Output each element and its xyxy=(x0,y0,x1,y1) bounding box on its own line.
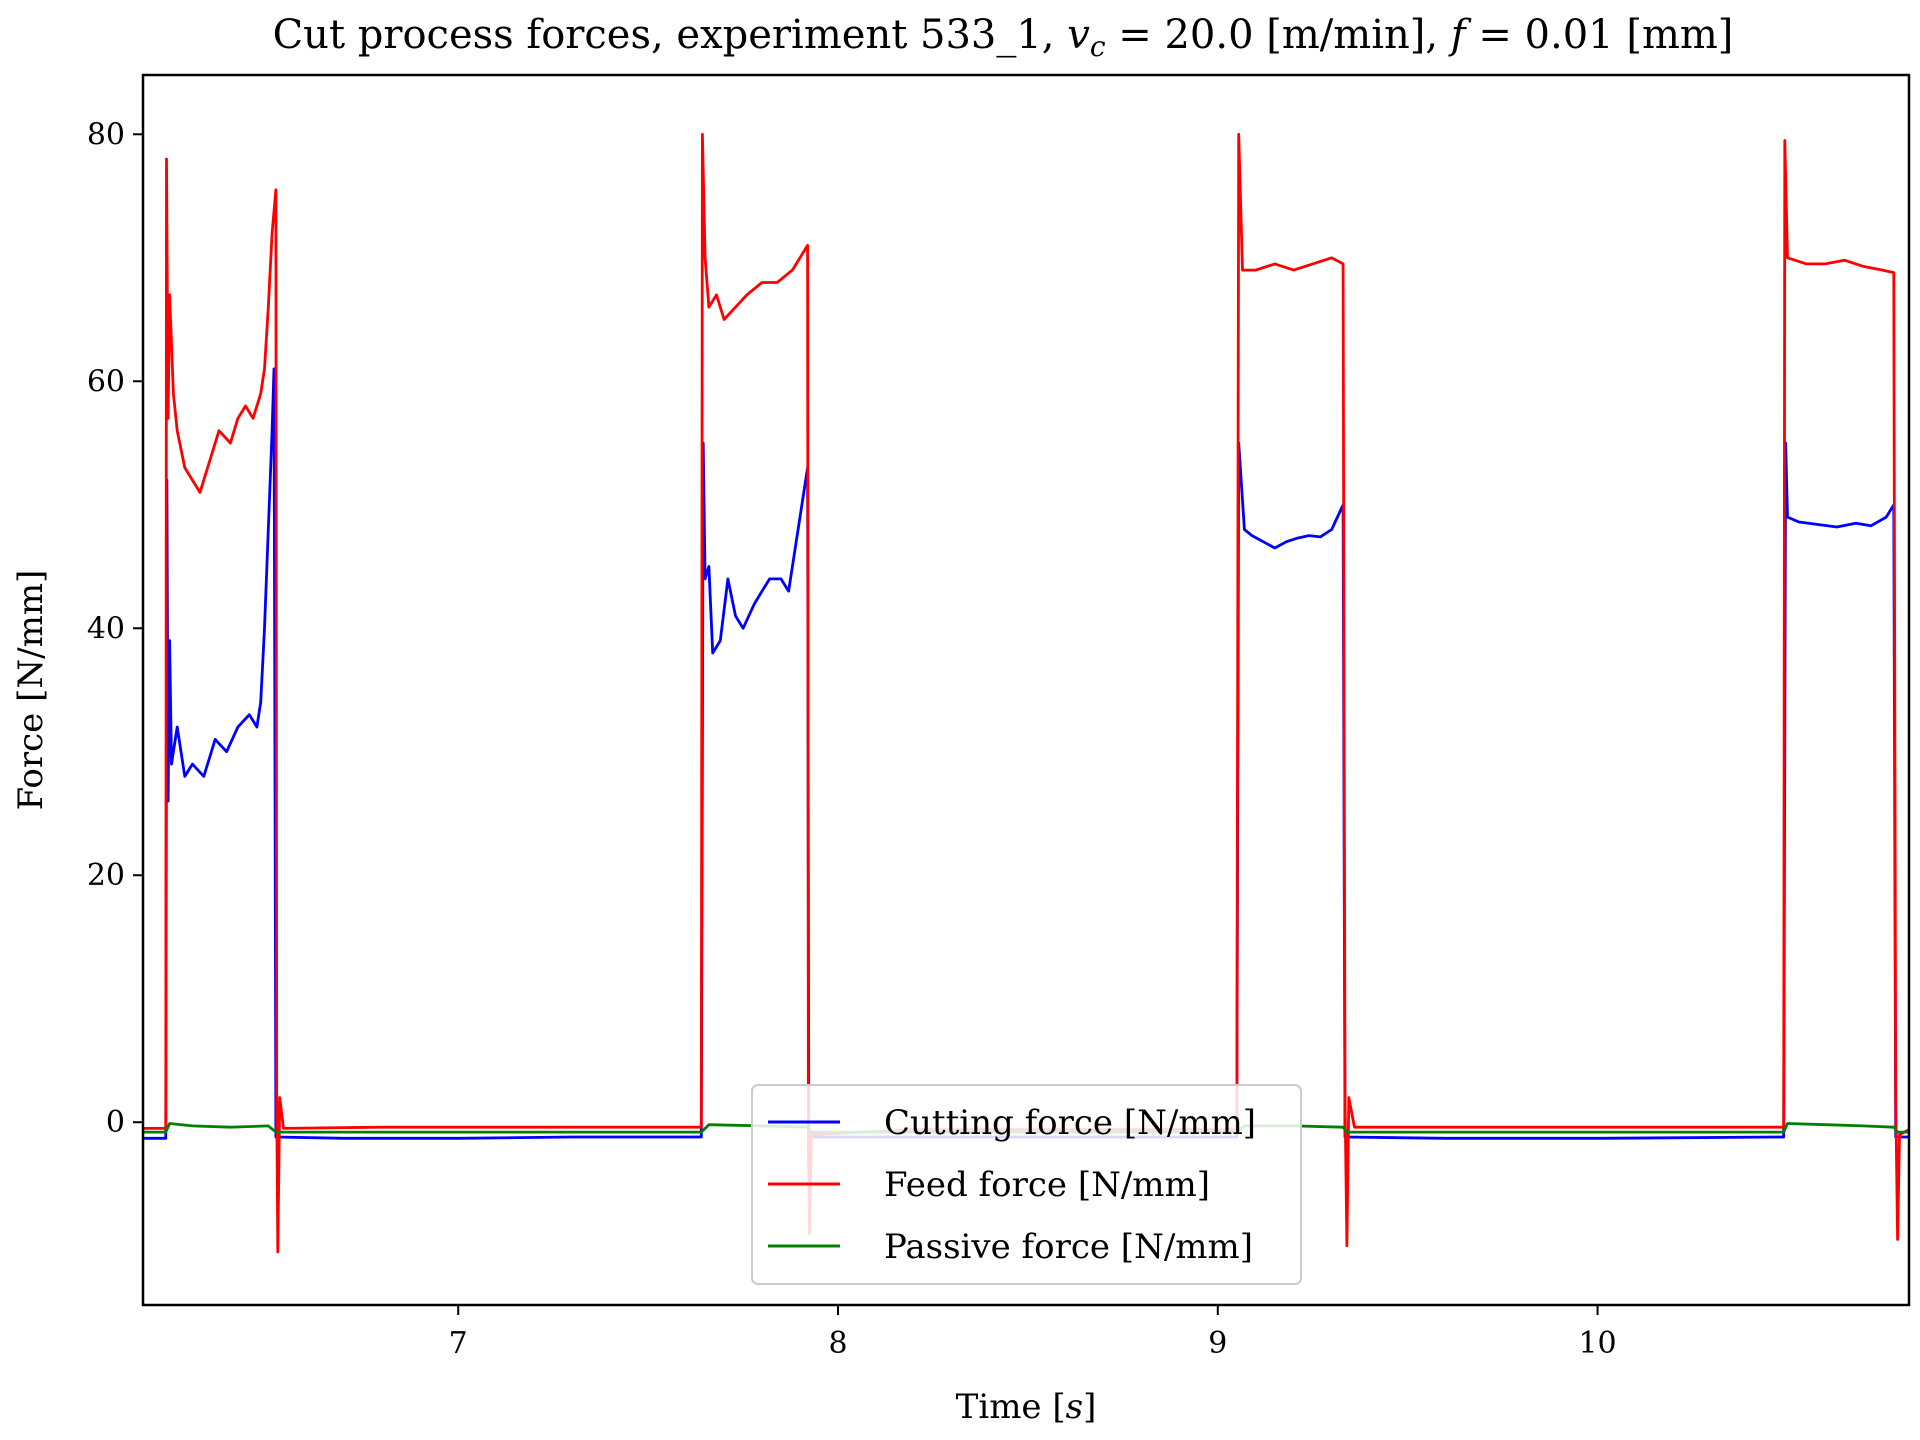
chart-title-vc-value: = 20.0 [m/min], xyxy=(1106,12,1451,58)
y-tick-label: 80 xyxy=(87,117,125,152)
x-tick-label: 8 xyxy=(828,1326,847,1361)
y-tick-label: 60 xyxy=(87,364,125,399)
y-axis-label: Force [N/mm] xyxy=(11,570,51,811)
legend-box xyxy=(751,1084,1302,1285)
x-axis-label-suffix: ] xyxy=(1083,1387,1096,1427)
y-tick-label: 0 xyxy=(106,1105,125,1140)
x-axis-label-unit: s xyxy=(1066,1387,1083,1427)
chart-title-vc-symbol: v xyxy=(1067,12,1090,58)
legend-label-0: Cutting force [N/mm] xyxy=(884,1103,1256,1143)
legend-label-1: Feed force [N/mm] xyxy=(884,1165,1210,1205)
x-tick-label: 7 xyxy=(449,1326,468,1361)
series-line-0 xyxy=(143,367,1909,1140)
x-tick-label: 10 xyxy=(1578,1326,1616,1361)
chart-title-prefix: Cut process forces, experiment 533_1, xyxy=(273,12,1068,58)
y-tick-label: 40 xyxy=(87,611,125,646)
chart-title-f-value: = 0.01 [mm] xyxy=(1466,12,1734,58)
legend: Cutting force [N/mm] Feed force [N/mm] Pas… xyxy=(751,1084,1302,1285)
x-tick-label: 9 xyxy=(1208,1326,1227,1361)
x-axis-ticks: 7 8 9 10 xyxy=(449,1305,1617,1361)
y-axis-ticks: 0 20 40 60 80 xyxy=(87,117,143,1140)
x-axis-label: Time [s] xyxy=(956,1387,1097,1427)
x-axis-label-prefix: Time [ xyxy=(956,1387,1066,1427)
series-line-1 xyxy=(143,132,1909,1254)
plot-frame xyxy=(141,73,1911,1307)
chart-title-vc-subscript: c xyxy=(1090,30,1106,63)
legend-label-2: Passive force [N/mm] xyxy=(884,1227,1253,1267)
y-tick-label: 20 xyxy=(87,858,125,893)
chart-title: Cut process forces, experiment 533_1, vc… xyxy=(273,12,1734,63)
